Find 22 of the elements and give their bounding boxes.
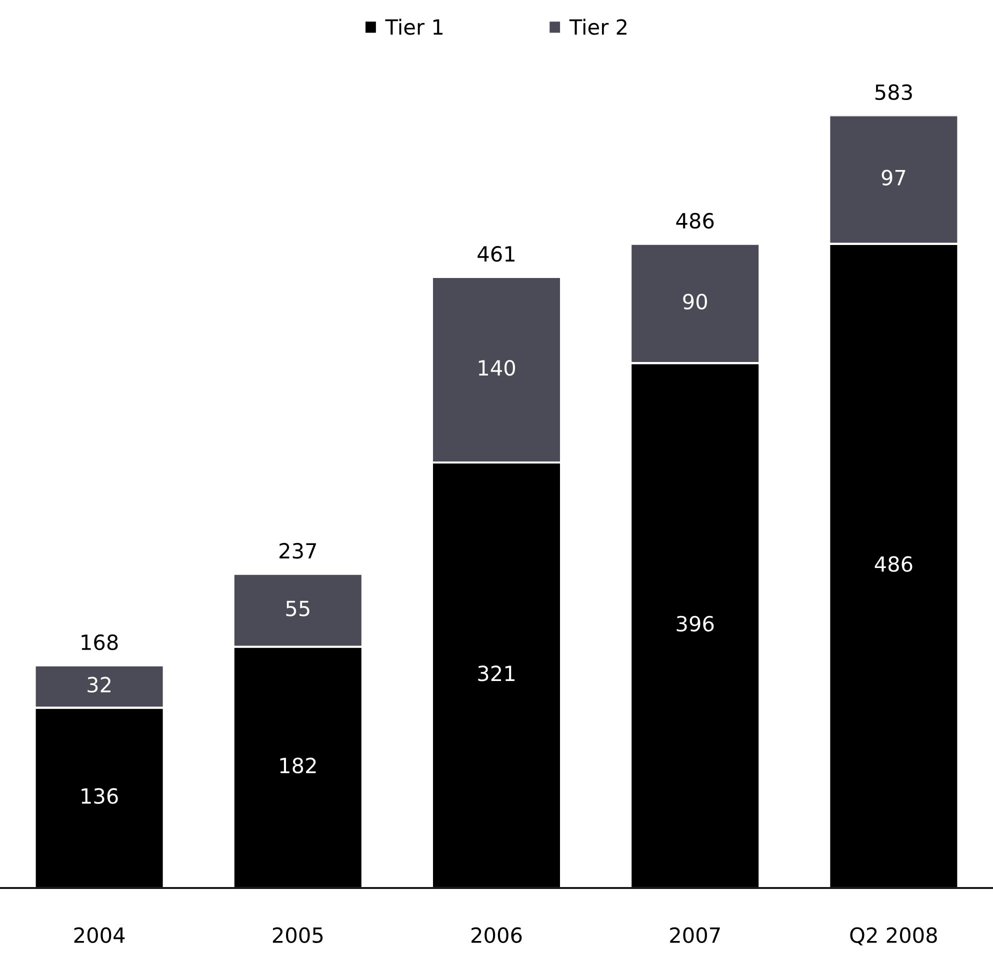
x-tick-label: Q2 2008 [850, 927, 937, 946]
total-label: 486 [676, 212, 714, 229]
total-label: 461 [478, 246, 514, 262]
data-label: 321 [478, 666, 514, 682]
data-label: 90 [683, 294, 707, 310]
data-label: 136 [82, 788, 118, 804]
total-label: 583 [875, 84, 912, 100]
x-tick-label: 2005 [272, 927, 323, 944]
x-tick-label: 2007 [670, 927, 720, 944]
data-label: 182 [280, 758, 316, 774]
x-tick-label: 2004 [74, 927, 125, 944]
x-tick-label: 2006 [472, 927, 522, 944]
data-label: 32 [88, 676, 110, 693]
data-label: 55 [286, 600, 310, 616]
data-label: 97 [882, 170, 906, 186]
data-label: 396 [676, 616, 714, 632]
total-label: 237 [280, 542, 316, 559]
total-label: 168 [82, 634, 118, 650]
data-label: 486 [874, 556, 912, 572]
legend-label: Tier 2 [569, 18, 626, 35]
legend-label: Tier 1 [385, 18, 442, 35]
data-label: 140 [478, 360, 515, 376]
